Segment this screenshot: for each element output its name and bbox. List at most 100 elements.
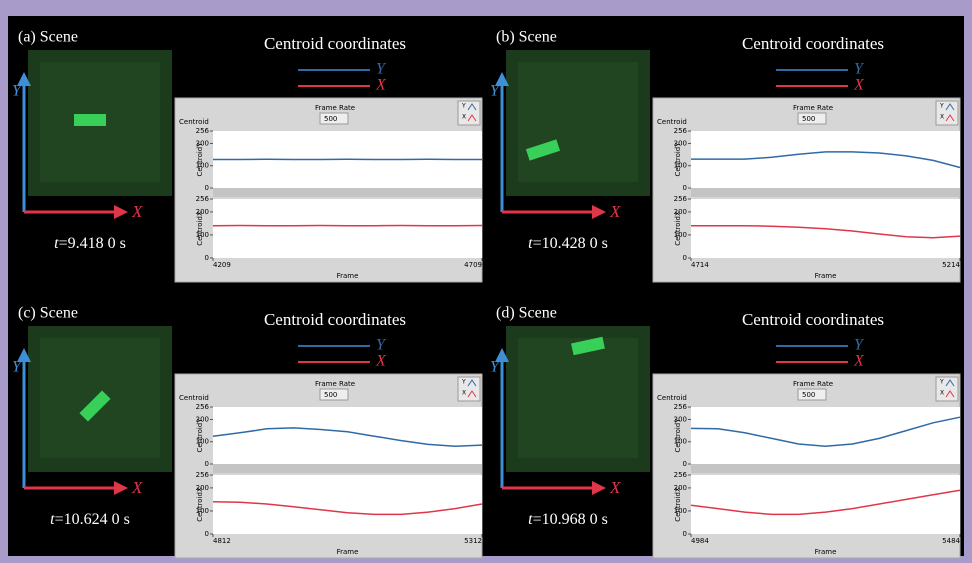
arrow-head (592, 481, 606, 495)
chart-title: Centroid coordinates (264, 310, 406, 329)
x-tick-label: 4714 (691, 261, 709, 269)
y-tick-label: 0 (205, 530, 209, 538)
y-tick-label: 256 (196, 195, 210, 203)
x-tick-label: 4984 (691, 537, 709, 545)
centroid-line (212, 500, 483, 516)
arrow-head (114, 205, 128, 219)
panel-label: (d) Scene (496, 305, 557, 322)
frame-rate-label: Frame Rate (793, 380, 833, 388)
arrow-head (592, 205, 606, 219)
y-tick-label: 256 (674, 471, 688, 479)
plot-separator (213, 188, 482, 197)
y-tick-label: 0 (683, 530, 687, 538)
y-tick-label: 200 (674, 484, 687, 492)
x-axis-label: Frame (815, 272, 837, 280)
plot-legend-icon (945, 379, 955, 387)
arrow-head (114, 481, 128, 495)
arrow-head (495, 72, 509, 86)
x-axis-label: Frame (337, 548, 359, 556)
time-var: t (50, 511, 55, 528)
x-axis-label: Frame (337, 272, 359, 280)
plot-legend-label: X (940, 114, 944, 121)
x-tick-label: 4209 (213, 261, 231, 269)
y-tick-label: 100 (674, 231, 687, 239)
y-tick-label: 100 (196, 162, 209, 170)
scene-y-label: Y (12, 359, 23, 376)
legend-label: X (853, 77, 865, 94)
plot-area (213, 407, 482, 464)
y-tick-label: 256 (196, 471, 210, 479)
y-tick-label: 200 (674, 208, 687, 216)
plot-legend-icon (945, 103, 955, 111)
plot-legend-icon (467, 114, 477, 122)
chart-label: Centroid (179, 118, 209, 126)
legend-label: Y (376, 337, 387, 354)
legend-label: X (375, 353, 387, 370)
y-tick-label: 100 (196, 438, 209, 446)
centroid-line (691, 151, 961, 169)
centroid-line (212, 427, 483, 447)
legend-label: Y (376, 61, 387, 78)
x-tick-label: 5484 (942, 537, 960, 545)
frame-rate-label: Frame Rate (315, 380, 355, 388)
frame-rate-box (797, 388, 827, 401)
y-tick-label: 200 (674, 139, 687, 147)
scene-y-label: Y (12, 83, 23, 100)
y-tick-label: 256 (674, 403, 688, 411)
tracked-object (74, 114, 106, 126)
y-tick-label: 100 (674, 438, 687, 446)
y-tick-label: 200 (674, 415, 687, 423)
x-tick-label: 5214 (942, 261, 960, 269)
legend-label: Y (854, 61, 865, 78)
plot-area (213, 475, 482, 534)
tracked-object (571, 336, 605, 356)
y-tick-label: 100 (674, 162, 687, 170)
scene-x-label: X (609, 202, 621, 221)
y-axis-label: CentroidY (674, 418, 682, 453)
tracked-object (525, 139, 561, 161)
chart-label: Centroid (179, 394, 209, 402)
plot-separator (691, 464, 960, 473)
plot-legend-label: Y (461, 103, 466, 110)
centroid-line (690, 416, 961, 447)
plot-separator (213, 464, 482, 473)
scene-vignette (518, 62, 638, 182)
plot-separator (691, 188, 960, 197)
plot-legend-icon (945, 114, 955, 122)
y-tick-label: 256 (674, 127, 688, 135)
scene-x-label: X (609, 478, 621, 497)
y-tick-label: 100 (196, 507, 209, 515)
plot-area (691, 475, 960, 534)
scene-vignette (518, 338, 638, 458)
panel-label: (a) Scene (18, 29, 78, 46)
plot-legend-label: X (462, 114, 466, 121)
arrow-head (17, 72, 31, 86)
frame-rate-value: 500 (802, 391, 815, 399)
y-tick-label: 0 (205, 460, 209, 468)
legend-label: X (375, 77, 387, 94)
centroid-line (690, 489, 961, 516)
x-axis-label: Frame (815, 548, 837, 556)
x-tick-label: 5312 (464, 537, 482, 545)
time-value: =10.428 0 s (533, 235, 608, 252)
time-stamp: t=9.418 0 s (54, 235, 126, 252)
time-var: t (54, 235, 59, 252)
y-tick-label: 0 (683, 184, 687, 192)
scene-y-label: Y (490, 83, 501, 100)
frame-rate-box (797, 112, 827, 125)
scene-y-label: Y (490, 359, 501, 376)
chart-title: Centroid coordinates (264, 34, 406, 53)
time-var: t (528, 235, 533, 252)
y-tick-label: 256 (196, 403, 210, 411)
plot-legend-label: Y (461, 379, 466, 386)
panel-label: (c) Scene (18, 305, 78, 322)
y-axis-label: CentroidY (674, 142, 682, 177)
plot-legend-label: Y (939, 103, 944, 110)
time-stamp: t=10.428 0 s (528, 235, 608, 252)
plot-legend-icon (467, 103, 477, 111)
chart-label: Centroid (657, 118, 687, 126)
